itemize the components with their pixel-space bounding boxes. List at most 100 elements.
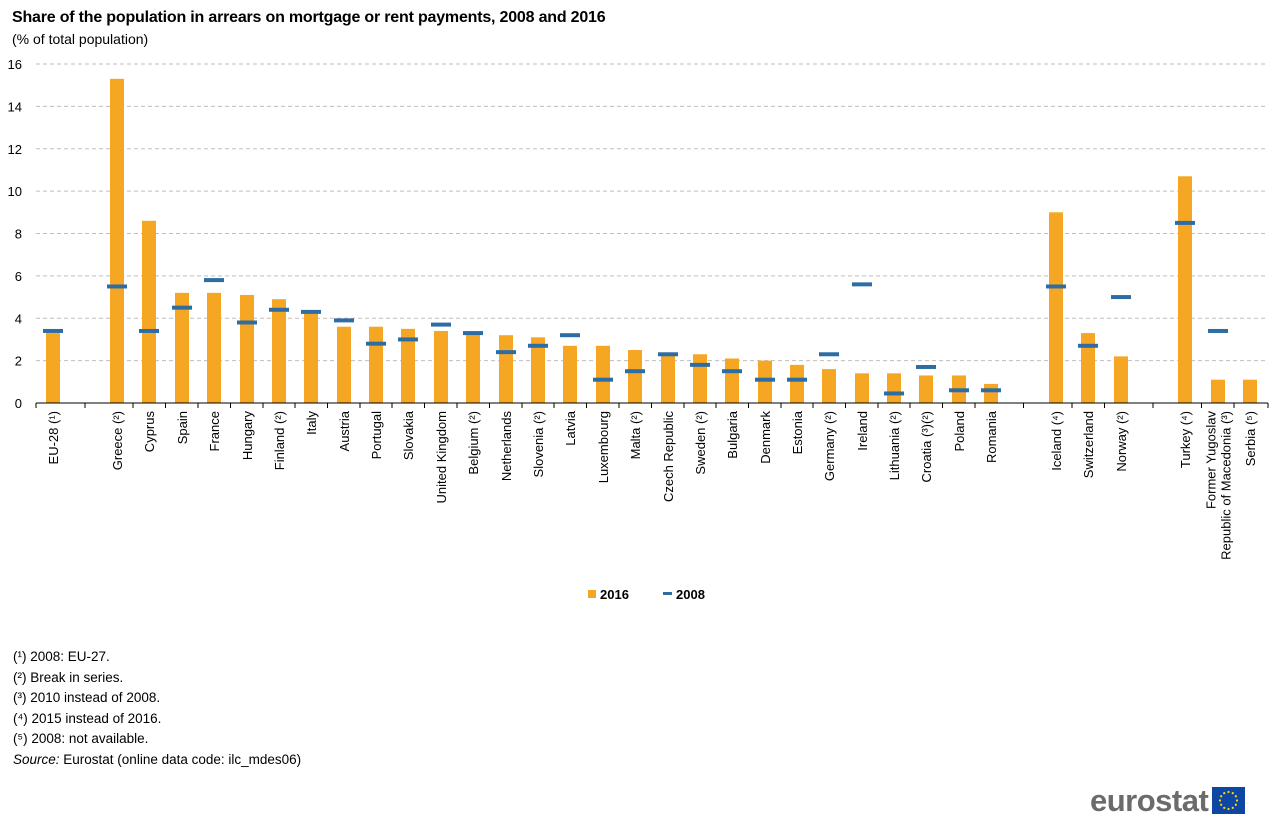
bar-2016 — [499, 335, 513, 403]
x-category-label: France — [207, 411, 222, 451]
x-category-label: Lithuania (²) — [887, 411, 902, 480]
flag-star — [1235, 795, 1238, 798]
x-category-label: Bulgaria — [725, 410, 740, 458]
bar-2016 — [1114, 356, 1128, 403]
bar-2016 — [790, 364, 804, 403]
logo-text: eurostat — [1090, 783, 1209, 818]
marker-2008 — [398, 337, 418, 342]
chart-title: Share of the population in arrears on mo… — [12, 9, 606, 26]
marker-2008 — [593, 377, 613, 382]
x-category-label: Finland (²) — [272, 411, 287, 470]
marker-2008 — [560, 333, 580, 338]
bar-2016 — [142, 220, 156, 403]
marker-2008 — [981, 388, 1001, 393]
marker-2008 — [528, 343, 548, 348]
flag-star — [1220, 795, 1223, 798]
y-tick-label: 14 — [8, 99, 22, 114]
x-category-label: Switzerland — [1081, 411, 1096, 478]
y-tick-label: 0 — [15, 396, 22, 411]
flag-star — [1231, 806, 1235, 809]
x-category-label: United Kingdom — [434, 411, 449, 504]
x-category-label: Republic of Macedonia (³) — [1219, 411, 1234, 560]
bar-2016 — [531, 337, 545, 403]
y-tick-label: 16 — [8, 57, 22, 72]
x-category-label: Turkey (⁴) — [1178, 411, 1193, 468]
marker-2008 — [658, 352, 678, 357]
x-category-label: Ireland — [855, 411, 870, 451]
y-tick-label: 4 — [15, 311, 22, 326]
flag-star — [1227, 807, 1230, 811]
footnote-5: (⁵) 2008: not available. — [13, 731, 149, 746]
y-tick-label: 2 — [15, 354, 22, 369]
bar-2016 — [919, 375, 933, 403]
bar-2016 — [661, 354, 675, 403]
flag-star — [1235, 803, 1238, 806]
x-category-label: Sweden (²) — [693, 411, 708, 475]
bar-2016 — [304, 311, 318, 403]
legend-label-2016: 2016 — [600, 587, 629, 602]
x-category-label: Estonia — [790, 410, 805, 454]
marker-2008 — [690, 362, 710, 367]
marker-2008 — [204, 278, 224, 283]
bar-2016 — [822, 369, 836, 403]
marker-2008 — [237, 320, 257, 325]
x-category-label: Portugal — [369, 411, 384, 460]
x-category-label: Italy — [304, 411, 319, 435]
x-category-label: Hungary — [240, 411, 255, 461]
flag-star — [1231, 792, 1235, 795]
marker-2008 — [916, 364, 936, 369]
bar-2016 — [1243, 379, 1257, 403]
marker-2008 — [1208, 328, 1228, 333]
eurostat-logo: eurostat — [1090, 783, 1246, 818]
x-category-label: Denmark — [758, 411, 773, 464]
x-category-label: Slovakia — [401, 410, 416, 460]
bar-2016 — [855, 373, 869, 403]
flag-star — [1227, 790, 1230, 794]
bar-2016 — [466, 333, 480, 403]
footnotes: (¹) 2008: EU-27. (²) Break in series. (³… — [13, 647, 301, 770]
flag-star — [1236, 799, 1239, 802]
bar-2016 — [628, 350, 642, 403]
x-category-label: Netherlands — [499, 411, 514, 482]
x-category-label: Cyprus — [142, 411, 157, 453]
bar-2016 — [46, 333, 60, 403]
marker-2008 — [884, 391, 904, 396]
bar-2016 — [693, 354, 707, 403]
marker-2008 — [269, 307, 289, 312]
x-category-label: Germany (²) — [822, 411, 837, 481]
source-text: Eurostat (online data code: ilc_mdes06) — [59, 751, 302, 767]
marker-2008 — [334, 318, 354, 323]
x-category-label: Czech Republic — [661, 411, 676, 503]
marker-2008 — [755, 377, 775, 382]
bar-2016 — [984, 383, 998, 403]
x-category-label: Former Yugoslav — [1204, 411, 1219, 510]
legend-label-2008: 2008 — [676, 587, 705, 602]
y-tick-label: 6 — [15, 269, 22, 284]
bar-2016 — [887, 373, 901, 403]
source-label: Source: — [13, 751, 60, 767]
bar-2016 — [207, 292, 221, 403]
marker-2008 — [1046, 284, 1066, 289]
y-tick-label: 12 — [8, 142, 22, 157]
footnote-3: (³) 2010 instead of 2008. — [13, 690, 161, 705]
x-category-label: Malta (²) — [628, 411, 643, 459]
x-category-label: Belgium (²) — [466, 411, 481, 475]
eu-flag-icon — [1212, 787, 1246, 814]
bar-2016 — [434, 330, 448, 403]
marker-2008 — [1111, 295, 1131, 300]
x-category-label: EU-28 (¹) — [46, 411, 61, 464]
flag-star — [1223, 792, 1226, 795]
legend-swatch-2016 — [588, 590, 596, 598]
x-category-label: Latvia — [563, 410, 578, 445]
marker-2008 — [787, 377, 807, 382]
marker-2008 — [1078, 343, 1098, 348]
bar-2016 — [369, 326, 383, 403]
marker-2008 — [301, 309, 321, 314]
bar-2016 — [1211, 379, 1225, 403]
bar-2016 — [758, 360, 772, 403]
marker-2008 — [496, 350, 516, 355]
legend-swatch-2008 — [663, 592, 672, 595]
x-category-label: Serbia (⁵) — [1243, 411, 1258, 466]
x-category-label: Greece (²) — [110, 411, 125, 470]
marker-2008 — [139, 328, 159, 333]
